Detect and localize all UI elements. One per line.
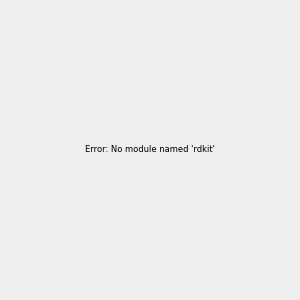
Text: Error: No module named 'rdkit': Error: No module named 'rdkit' xyxy=(85,146,215,154)
